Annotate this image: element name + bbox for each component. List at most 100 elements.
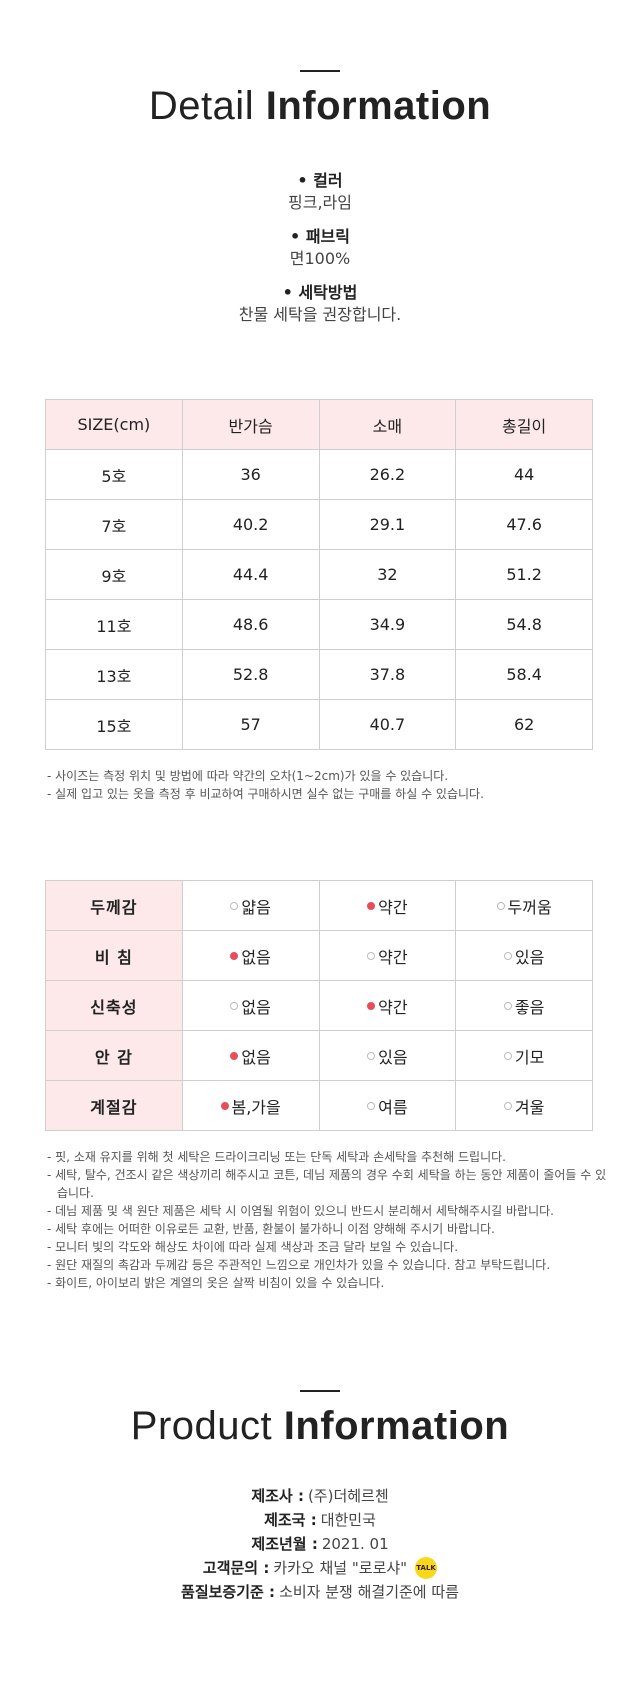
info-key: 고객문의 : [202, 1559, 270, 1577]
title-divider-bar [300, 1390, 340, 1392]
feel-option-label: 있음 [514, 947, 545, 967]
size-table-row: 11호 48.6 34.9 54.8 [45, 599, 593, 650]
feel-option: 없음 [230, 1044, 271, 1068]
title-light-text: Product [130, 1404, 273, 1448]
detail-information-section: Detail Information [0, 70, 640, 130]
spec-washing: • 세탁방법 찬물 세탁을 권장합니다. [0, 282, 640, 326]
size-table-cell: 34.9 [318, 599, 457, 650]
feel-option: 약간 [367, 994, 408, 1018]
feel-table-row: 두께감 얇음 약간 두꺼움 [45, 880, 593, 931]
feel-option-cell: 있음 [455, 930, 593, 981]
feel-option-cell: 좋음 [455, 980, 593, 1031]
feel-row-label: 두께감 [45, 880, 183, 931]
feel-row-label: 계절감 [45, 1080, 183, 1131]
feel-option-label: 약간 [378, 897, 408, 917]
feel-option-cell: 기모 [455, 1030, 593, 1081]
info-key: 제조사 : [251, 1487, 304, 1505]
fabric-feel-table: 두께감 얇음 약간 두꺼움 비 침 없음 약간 있음 신축성 없음 약간 좋음 안 감 없음 있음 기모 계절감… [45, 880, 593, 1131]
note-line: - 데님 제품 및 색 원단 제품은 세탁 시 이염될 위험이 있으니 반드시 … [47, 1204, 554, 1218]
feel-option-cell: 없음 [181, 980, 320, 1031]
feel-option-cell: 없음 [181, 1030, 320, 1081]
info-key: 품질보증기준 : [181, 1583, 276, 1601]
info-value: (주)더헤르첸 [307, 1487, 389, 1505]
unselected-dot-icon [503, 1001, 512, 1010]
feel-option-label: 없음 [241, 947, 271, 967]
info-row-contact: 고객문의 : 카카오 채널 "로로샤" TALK [0, 1556, 640, 1580]
product-information-title: Product Information [0, 1402, 640, 1450]
spec-value: 핑크,라임 [288, 193, 352, 212]
size-table-cell: 26.2 [318, 449, 457, 500]
product-info-list: 제조사 : (주)더헤르첸 제조국 : 대한민국 제조년월 : 2021. 01… [0, 1484, 640, 1604]
size-table-cell: 11호 [45, 599, 183, 650]
size-table-cell: 48.6 [181, 599, 320, 650]
info-row-date: 제조년월 : 2021. 01 [0, 1532, 640, 1556]
kakao-talk-icon[interactable]: TALK [415, 1557, 438, 1579]
info-value: 대한민국 [320, 1511, 376, 1529]
size-table-row: 15호 57 40.7 62 [45, 699, 593, 750]
title-light-text: Detail [148, 84, 255, 128]
title-bold-text: Information [283, 1404, 510, 1448]
size-table-cell: 40.2 [181, 499, 320, 550]
header-chest: 반가슴 [181, 399, 320, 450]
feel-option: 두꺼움 [496, 894, 552, 918]
spec-label: • 컬러 [297, 171, 343, 190]
feel-option-cell: 없음 [181, 930, 320, 981]
feel-option-cell: 약간 [318, 880, 457, 931]
size-table-row: 7호 40.2 29.1 47.6 [45, 499, 593, 550]
feel-option: 여름 [367, 1094, 408, 1118]
spec-color: • 컬러 핑크,라임 [0, 170, 640, 214]
size-table-cell: 7호 [45, 499, 183, 550]
size-table-cell: 47.6 [455, 499, 593, 550]
feel-option-label: 봄,가을 [231, 1097, 281, 1117]
feel-table-row: 비 침 없음 약간 있음 [45, 930, 593, 981]
selected-dot-icon [230, 1051, 239, 1060]
unselected-dot-icon [367, 1051, 376, 1060]
feel-option-label: 여름 [378, 1097, 408, 1117]
feel-option: 기모 [503, 1044, 545, 1068]
care-notes: - 핏, 소재 유지를 위해 첫 세탁은 드라이크리닝 또는 단독 세탁과 손세… [47, 1148, 607, 1292]
selected-dot-icon [220, 1101, 229, 1110]
size-table-row: 13호 52.8 37.8 58.4 [45, 649, 593, 700]
note-line: - 핏, 소재 유지를 위해 첫 세탁은 드라이크리닝 또는 단독 세탁과 손세… [47, 1150, 506, 1164]
size-table-cell: 52.8 [181, 649, 320, 700]
selected-dot-icon [230, 951, 239, 960]
feel-option: 얇음 [230, 894, 271, 918]
product-information-section: Product Information [0, 1390, 640, 1450]
detail-information-title: Detail Information [0, 82, 640, 130]
size-table-cell: 13호 [45, 649, 183, 700]
spec-label: • 패브릭 [290, 227, 350, 246]
size-table-cell: 51.2 [455, 549, 593, 600]
info-value: 소비자 분쟁 해결기준에 따름 [279, 1583, 459, 1601]
feel-option-label: 두꺼움 [507, 897, 552, 917]
unselected-dot-icon [230, 901, 239, 910]
feel-option-label: 약간 [378, 997, 408, 1017]
feel-option-label: 있음 [378, 1047, 408, 1067]
product-specs: • 컬러 핑크,라임 • 패브릭 면100% • 세탁방법 찬물 세탁을 권장합… [0, 170, 640, 338]
size-table-cell: 5호 [45, 449, 183, 500]
header-sleeve: 소매 [318, 399, 457, 450]
info-row-manufacturer: 제조사 : (주)더헤르첸 [0, 1484, 640, 1508]
title-bold-text: Information [265, 84, 492, 128]
size-table: SIZE(cm) 반가슴 소매 총길이 5호 36 26.2 44 7호 40.2 29.1… [45, 399, 593, 750]
note-line: - 실제 입고 있는 옷을 측정 후 비교하여 구매하시면 실수 없는 구매를 … [47, 787, 484, 801]
feel-option: 없음 [230, 944, 271, 968]
size-table-cell: 44.4 [181, 549, 320, 600]
size-table-cell: 29.1 [318, 499, 457, 550]
info-row-country: 제조국 : 대한민국 [0, 1508, 640, 1532]
info-value: 카카오 채널 "로로샤" [273, 1559, 408, 1577]
note-line: - 세탁 후에는 어떠한 이유로든 교환, 반품, 환불이 불가하니 이점 양해… [47, 1222, 495, 1236]
size-table-cell: 54.8 [455, 599, 593, 650]
feel-table-row: 안 감 없음 있음 기모 [45, 1030, 593, 1081]
selected-dot-icon [367, 901, 376, 910]
feel-row-label: 안 감 [45, 1030, 183, 1081]
feel-option-label: 기모 [514, 1047, 545, 1067]
info-key: 제조국 : [264, 1511, 317, 1529]
feel-option-label: 겨울 [514, 1097, 545, 1117]
feel-option: 없음 [230, 994, 271, 1018]
feel-option-cell: 두꺼움 [455, 880, 593, 931]
feel-option: 겨울 [503, 1094, 545, 1118]
feel-option: 좋음 [503, 994, 544, 1018]
feel-option-cell: 여름 [318, 1080, 457, 1131]
feel-option-cell: 약간 [318, 980, 457, 1031]
feel-table-row: 신축성 없음 약간 좋음 [45, 980, 593, 1031]
